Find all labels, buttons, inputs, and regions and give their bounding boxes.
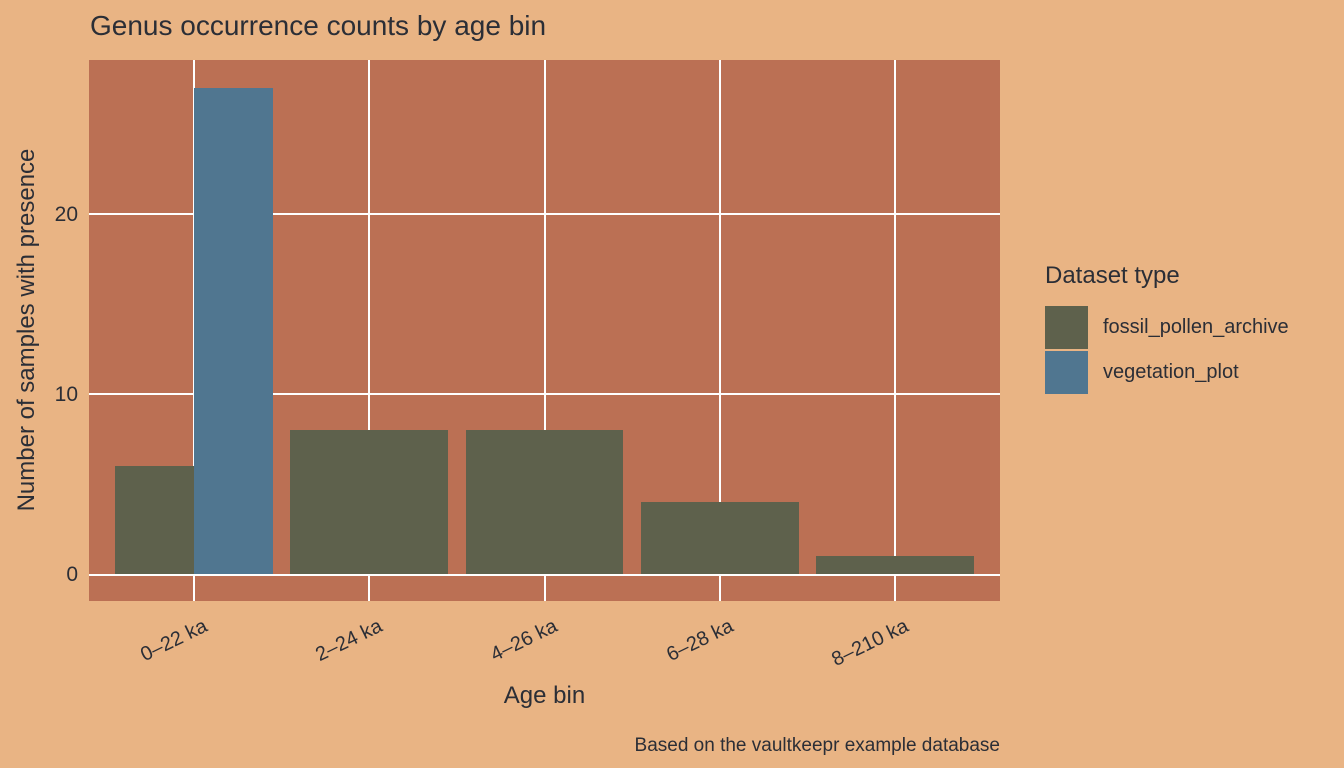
gridline-x-2 xyxy=(543,60,546,601)
x-axis-title: Age bin xyxy=(503,682,586,709)
legend: Dataset type fossil_pollen_archive veget… xyxy=(1045,262,1335,396)
x-tick-label-8–210 ka: 8–210 ka xyxy=(827,615,912,671)
plot-caption: Based on the vaultkeepr example database xyxy=(634,735,1000,756)
x-tick-label-2–24 ka: 2–24 ka xyxy=(312,615,386,666)
y-axis-title: Number of samples with presence xyxy=(13,148,40,512)
y-tick-label-10: 10 xyxy=(54,382,78,406)
gridline-y-0 xyxy=(89,573,1000,576)
bar-fossil_pollen_archive-8–210 ka xyxy=(816,555,974,574)
gridline-x-3 xyxy=(718,60,721,601)
bar-fossil_pollen_archive-2–24 ka xyxy=(290,429,449,574)
gridline-x-4 xyxy=(893,60,896,601)
gridline-x-1 xyxy=(368,60,371,601)
legend-swatch-fossil-pollen-archive xyxy=(1045,306,1088,349)
x-tick-label-6–28 ka: 6–28 ka xyxy=(662,615,737,666)
gridline-y-10 xyxy=(89,392,1000,395)
bar-fossil_pollen_archive-4–26 ka xyxy=(465,429,624,574)
plot-panel xyxy=(89,60,1000,601)
x-tick-label-0–22 ka: 0–22 ka xyxy=(137,615,211,666)
x-tick-label-4–26 ka: 4–26 ka xyxy=(487,615,562,666)
legend-label-vegetation-plot: vegetation_plot xyxy=(1103,361,1239,383)
bar-fossil_pollen_archive-6–28 ka xyxy=(640,501,799,574)
legend-item-vegetation-plot: vegetation_plot xyxy=(1045,351,1335,394)
gridline-y-20 xyxy=(89,212,1000,215)
y-tick-label-20: 20 xyxy=(54,202,78,226)
bar-fossil_pollen_archive-0–22 ka xyxy=(115,465,195,574)
bar-vegetation_plot-0–22 ka xyxy=(194,87,273,574)
chart-title: Genus occurrence counts by age bin xyxy=(90,10,547,41)
legend-label-fossil-pollen-archive: fossil_pollen_archive xyxy=(1103,316,1289,338)
legend-swatch-vegetation-plot xyxy=(1045,351,1088,394)
y-tick-label-0: 0 xyxy=(66,562,78,586)
legend-title: Dataset type xyxy=(1045,262,1180,289)
legend-item-fossil-pollen-archive: fossil_pollen_archive xyxy=(1045,306,1335,349)
